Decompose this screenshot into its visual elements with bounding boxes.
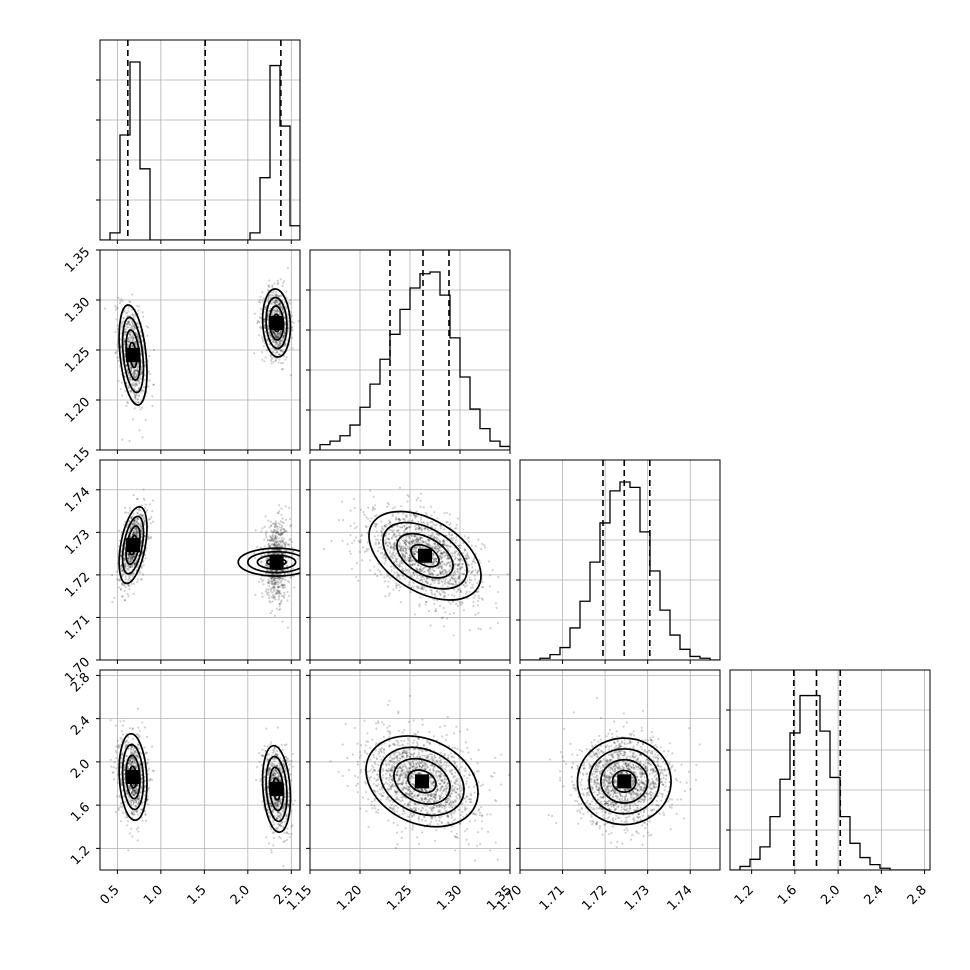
panel-frame [99,459,301,661]
histogram-step [520,481,720,660]
density-contour [611,769,637,794]
density-contour [410,543,440,568]
hist-panel-0 [96,39,301,244]
y-tick-label: 1.74 [62,484,93,515]
y-tick-label: 1.6 [68,800,93,825]
density-contour [265,296,288,350]
panel-frame [99,39,301,241]
pair-panel-2-3: 1.70 1.71 1.72 1.73 1.74 [494,669,721,914]
density-contour [261,288,292,358]
panel-frame [309,249,511,451]
density-peak [269,316,284,330]
density-peak [617,774,632,789]
y-tick-label: 1.72 [62,570,93,601]
panel-frame [99,669,301,871]
density-contour [265,755,288,823]
panel-frame [309,669,511,871]
panel-frame [99,249,301,451]
hist-panel-3: 1.2 1.6 2.0 2.4 2.8 [726,669,931,908]
panel-frame [519,669,721,871]
hist-panel-2 [516,459,721,664]
density-contour [121,515,145,575]
pair-panel-0-1: 1.15 1.20 1.25 1.30 1.35 [62,245,301,476]
histogram-step [310,271,510,450]
x-tick-label: 0.5 [97,883,122,908]
x-tick-label: 1.74 [664,883,695,914]
density-peak [269,555,284,570]
density-peak [126,770,141,785]
histogram-step [100,61,300,240]
density-contour [382,521,468,590]
pair-panel-0-2: 1.701.711.721.731.74 [62,459,301,686]
y-tick-label: 1.2 [68,843,93,868]
density-contour [368,510,482,601]
density-contour [600,758,649,804]
density-contour [246,550,300,574]
density-contour [118,505,148,585]
x-tick-label: 2.0 [818,883,843,908]
density-contour [407,769,437,794]
density-contour [588,748,661,815]
density-contour [396,532,454,579]
density-contour [118,732,148,822]
x-tick-label: 1.20 [334,883,365,914]
density-peak [418,548,432,563]
x-tick-label: 1.73 [622,883,653,914]
density-contour [365,735,479,828]
x-tick-label: 2.0 [228,883,253,908]
density-contour [576,737,672,826]
scatter-points [547,697,701,849]
pair-panel-0-3: 0.5 1.0 1.5 2.0 2.51.21.62.02.42.8 [68,669,301,908]
density-contour [261,744,292,834]
x-tick-label: 1.2 [732,883,757,908]
density-contour [121,316,145,394]
y-tick-label: 2.0 [68,757,93,782]
y-tick-label: 1.20 [62,395,93,426]
density-contour [237,547,300,577]
y-tick-label: 1.73 [62,527,93,558]
x-tick-label: 1.72 [579,883,610,914]
panel-frame [729,669,931,871]
x-tick-label: 2.8 [905,883,930,908]
x-tick-label: 1.71 [537,883,568,914]
scatter-points [329,694,510,862]
density-contour [393,757,451,805]
panel-frame [309,459,511,661]
y-tick-label: 1.30 [62,295,93,326]
panel-frame [519,459,721,661]
y-tick-label: 2.4 [68,713,93,738]
y-tick-label: 1.25 [62,345,93,376]
density-peak [269,781,284,796]
y-tick-label: 1.15 [62,445,93,476]
y-tick-label: 1.35 [62,245,93,276]
density-contour [118,304,148,406]
y-tick-label: 1.71 [62,612,93,643]
density-peak [126,348,141,362]
histogram-step [730,694,930,870]
hist-panel-1 [306,249,511,454]
x-tick-label: 2.4 [861,883,886,908]
x-tick-label: 1.5 [184,883,209,908]
x-tick-label: 1.25 [384,883,415,914]
pair-panel-1-2 [306,459,511,664]
density-contour [379,746,465,817]
x-tick-label: 1.0 [141,883,166,908]
pair-panel-1-3: 1.15 1.20 1.25 1.30 1.35 [284,669,515,914]
density-peak [415,774,429,789]
density-contour [121,743,145,811]
density-peak [126,538,141,553]
x-tick-label: 1.6 [775,883,800,908]
x-tick-label: 1.30 [434,883,465,914]
